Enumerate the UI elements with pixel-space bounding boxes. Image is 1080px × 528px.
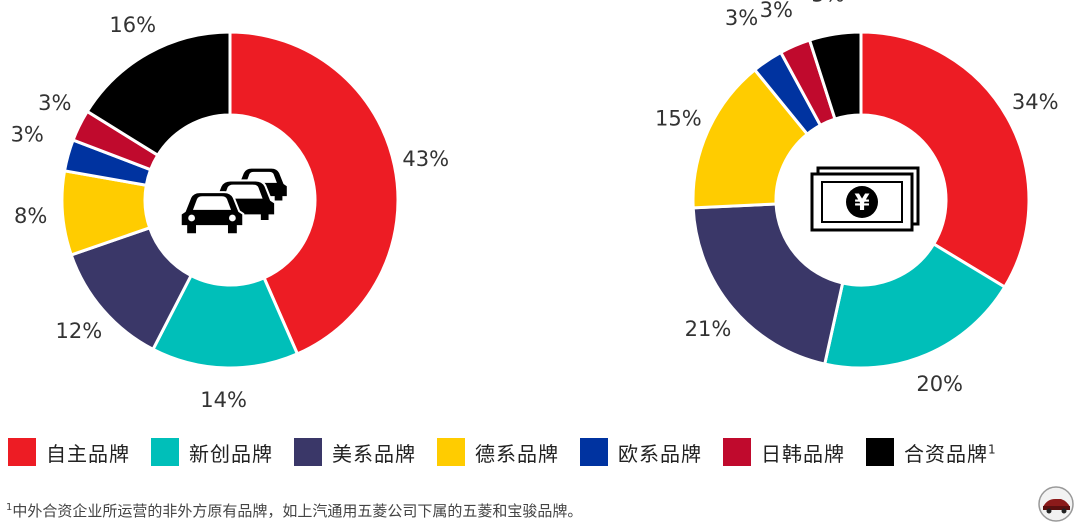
legend-item: 美系品牌 xyxy=(294,438,416,467)
slice-label-5: 3% xyxy=(725,6,758,30)
legend-label: 美系品牌 xyxy=(332,441,416,466)
legend-label: 自主品牌 xyxy=(46,441,130,466)
legend-swatch xyxy=(866,438,894,466)
slice-label-6: 3% xyxy=(760,0,793,22)
legend-label: 德系品牌 xyxy=(475,441,559,466)
slice-label-4: 15% xyxy=(655,106,702,130)
slice-label-7: 5% xyxy=(811,0,844,6)
slice-label-6: 3% xyxy=(38,91,71,115)
donut-slice-1 xyxy=(228,30,400,356)
slice-label-2: 14% xyxy=(200,388,247,412)
legend-swatch xyxy=(580,438,608,466)
charts-area: 43%14%12%8%3%3%16% 34%20%21%15%3%3%5% ¥ xyxy=(11,0,1059,412)
legend-item: 合资品牌1 xyxy=(866,438,996,467)
slice-label-5: 3% xyxy=(11,123,44,147)
legend-item: 欧系品牌 xyxy=(580,438,702,467)
legend-swatch xyxy=(151,438,179,466)
legend-label: 日韩品牌 xyxy=(761,441,845,466)
svg-text:¥: ¥ xyxy=(854,191,870,216)
legend-swatch xyxy=(437,438,465,466)
donut-slice-7 xyxy=(807,30,863,121)
legend-label: 合资品牌1 xyxy=(904,441,996,466)
car-logo-icon xyxy=(1038,486,1074,522)
legend-swatch xyxy=(723,438,751,466)
slice-label-1: 34% xyxy=(1012,90,1059,114)
footnote-marker: 1 xyxy=(6,502,13,513)
footnote: 1中外合资企业所运营的非外方原有品牌，如上汽通用五菱公司下属的五菱和宝骏品牌。 xyxy=(6,500,582,521)
slice-label-2: 20% xyxy=(916,372,963,396)
donut-slice-7 xyxy=(85,30,232,158)
slice-label-3: 12% xyxy=(56,319,103,343)
cars-icon xyxy=(179,168,287,236)
donut-chart-units: 43% 14% 12% 8% 3% 3% 16% xyxy=(11,13,450,412)
footnote-text: 中外合资企业所运营的非外方原有品牌，如上汽通用五菱公司下属的五菱和宝骏品牌。 xyxy=(12,502,583,520)
legend-label: 欧系品牌 xyxy=(618,441,702,466)
yuan-banknote-icon: ¥ xyxy=(810,166,920,232)
legend-item: 日韩品牌 xyxy=(723,438,845,467)
legend-footnote-marker: 1 xyxy=(988,441,996,456)
donut-chart-value: 34% 20% 21% 15% 3%3% 5% xyxy=(655,0,1059,396)
slice-label-4: 8% xyxy=(14,204,47,228)
legend: 自主品牌 新创品牌 美系品牌 德系品牌 欧系品牌 日韩品牌 合资品牌1 xyxy=(8,434,1078,470)
legend-swatch xyxy=(8,438,36,466)
legend-item: 德系品牌 xyxy=(437,438,559,467)
legend-swatch xyxy=(294,438,322,466)
legend-label: 新创品牌 xyxy=(189,441,273,466)
legend-item: 自主品牌 xyxy=(8,438,130,467)
donut-slice-2 xyxy=(822,241,1007,370)
donut-slice-3 xyxy=(691,202,845,366)
slice-label-1: 43% xyxy=(402,147,449,171)
slice-label-3: 21% xyxy=(685,317,732,341)
slice-label-7: 16% xyxy=(109,13,156,37)
legend-item: 新创品牌 xyxy=(151,438,273,467)
donut-slice-1 xyxy=(859,30,1031,290)
